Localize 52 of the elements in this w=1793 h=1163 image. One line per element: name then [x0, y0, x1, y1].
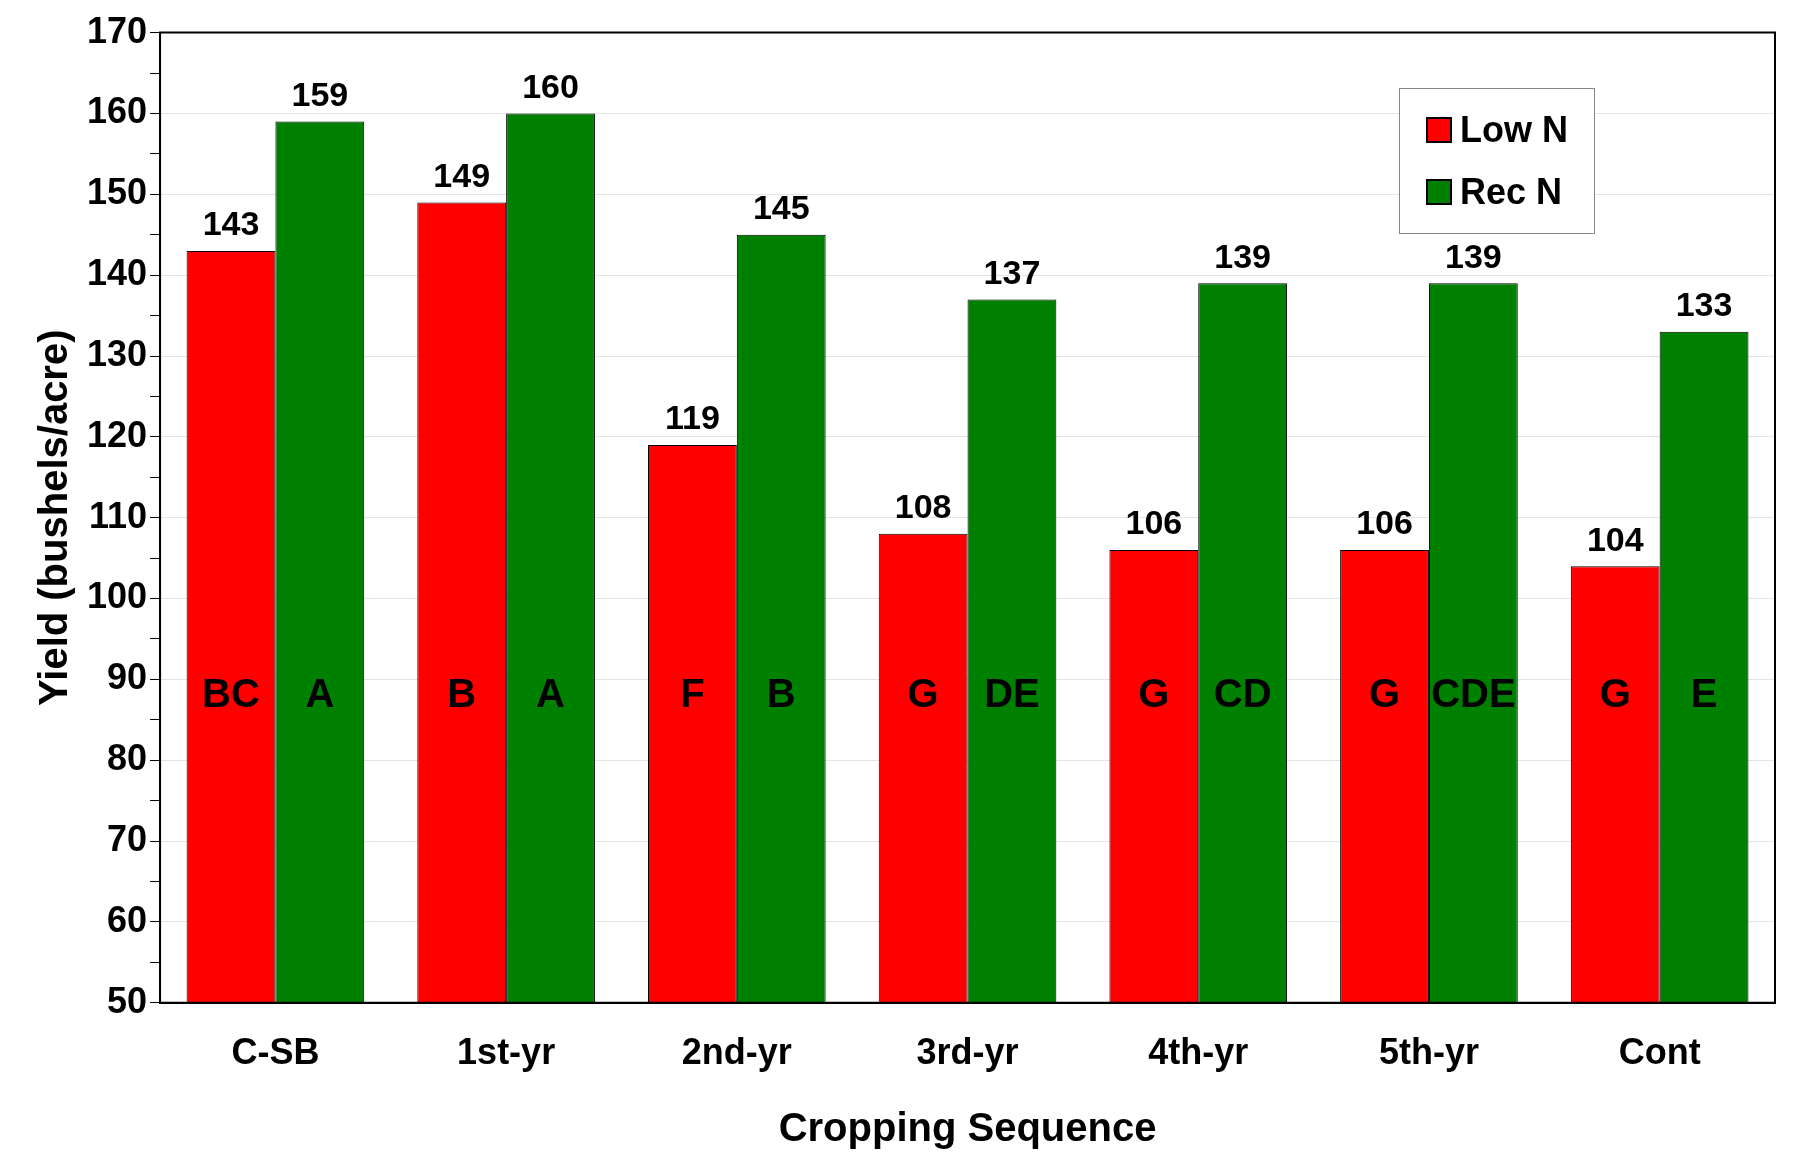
data-label: 149 [433, 155, 491, 194]
annotation: G [1138, 670, 1170, 715]
annotation: BC [202, 670, 260, 715]
y-tick-label: 60 [107, 898, 148, 940]
x-tick-label: 5th-yr [1378, 1031, 1479, 1073]
annotation: CDE [1431, 670, 1516, 715]
data-label: 119 [664, 398, 720, 437]
data-label: 106 [1125, 503, 1183, 542]
x-tick-label: 1st-yr [457, 1031, 556, 1073]
data-label: 137 [983, 252, 1041, 291]
data-label: 143 [202, 204, 260, 243]
annotation: G [1599, 670, 1631, 715]
x-tick-label: 4th-yr [1148, 1031, 1249, 1073]
data-label: 106 [1356, 503, 1413, 542]
y-tick-label: 110 [88, 494, 148, 536]
x-tick-label: 2nd-yr [681, 1031, 792, 1073]
annotation: A [536, 670, 565, 715]
y-axis-title: Yield (bushels/acre) [31, 329, 76, 706]
annotation: CD [1213, 670, 1272, 715]
x-axis-title: Cropping Sequence [778, 1105, 1157, 1150]
y-tick-label: 120 [86, 413, 148, 455]
annotation: A [305, 670, 335, 715]
data-label: 145 [752, 188, 810, 227]
annotation: B [447, 670, 477, 715]
y-tick-label: 90 [107, 656, 148, 698]
x-tick-label: C-SB [231, 1031, 320, 1073]
data-label: 160 [522, 66, 579, 105]
y-tick-label: 70 [107, 818, 148, 860]
y-tick-label: 80 [107, 737, 148, 779]
data-label: 108 [894, 487, 952, 526]
y-tick-label: 150 [86, 171, 148, 213]
data-label: 139 [1214, 236, 1272, 275]
annotation: E [1690, 670, 1718, 715]
y-tick-label: 170 [86, 9, 148, 51]
x-tick-label: 3rd-yr [916, 1031, 1019, 1073]
data-label: 139 [1444, 236, 1502, 275]
y-tick-label: 50 [107, 979, 148, 1021]
y-tick-label: 140 [86, 252, 148, 294]
data-label: 133 [1675, 285, 1733, 324]
annotation: DE [984, 670, 1040, 715]
data-label: 159 [291, 74, 349, 113]
y-tick-label: 130 [86, 332, 148, 374]
legend-label: Low N [1460, 109, 1568, 151]
annotation: G [1368, 670, 1401, 715]
annotation: B [766, 670, 796, 715]
annotation: F [680, 670, 705, 715]
x-tick-label: Cont [1618, 1031, 1701, 1073]
y-tick-label: 100 [86, 575, 148, 617]
annotation: G [907, 670, 939, 715]
y-tick-label: 160 [86, 90, 148, 132]
legend-label: Rec N [1460, 171, 1563, 213]
data-label: 104 [1586, 519, 1644, 558]
